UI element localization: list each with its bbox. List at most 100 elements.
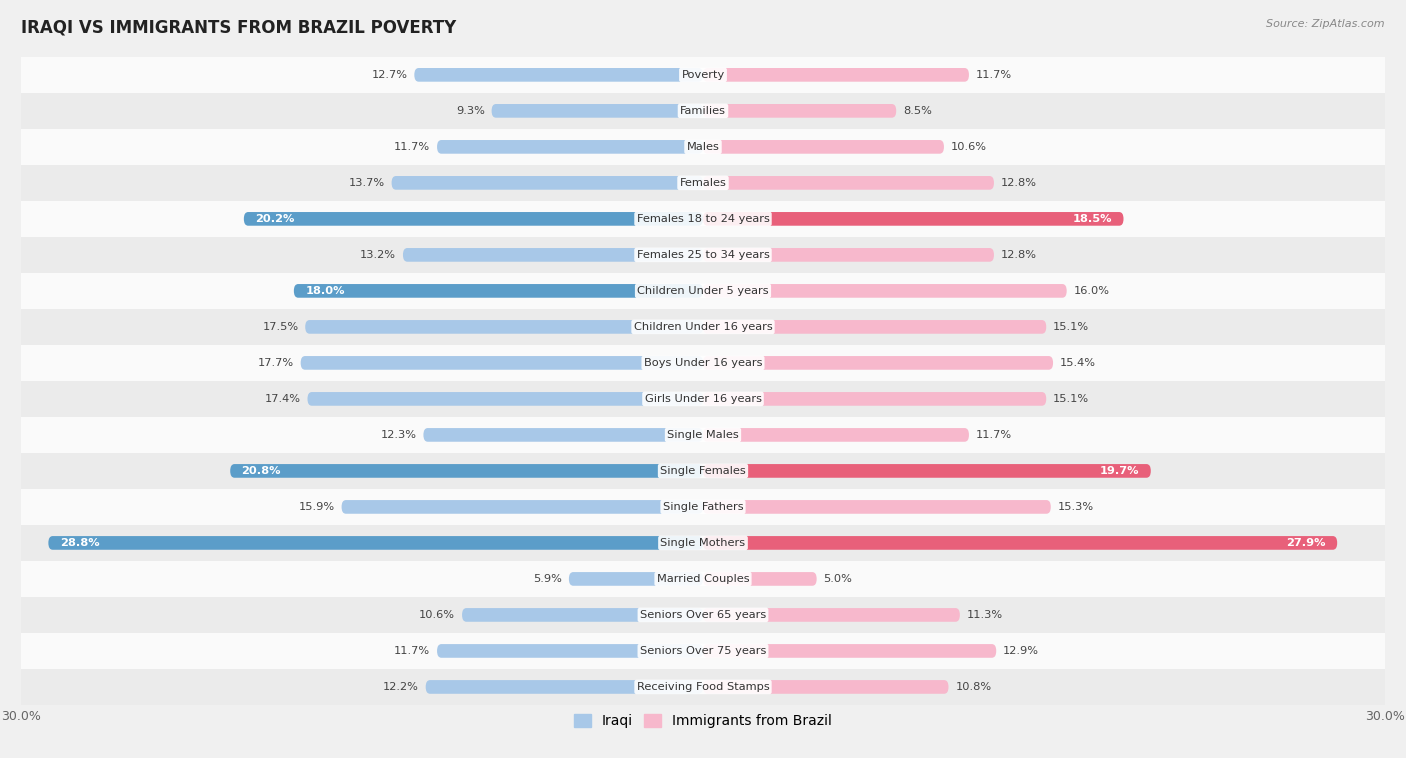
FancyBboxPatch shape: [703, 140, 943, 154]
Text: 5.0%: 5.0%: [824, 574, 852, 584]
Text: Boys Under 16 years: Boys Under 16 years: [644, 358, 762, 368]
FancyBboxPatch shape: [308, 392, 703, 406]
Text: Single Males: Single Males: [666, 430, 740, 440]
FancyBboxPatch shape: [301, 356, 703, 370]
Text: 8.5%: 8.5%: [903, 106, 932, 116]
Text: 18.5%: 18.5%: [1073, 214, 1112, 224]
Bar: [21, 165, 1385, 201]
Text: 11.7%: 11.7%: [394, 646, 430, 656]
Bar: [21, 129, 1385, 165]
Text: Families: Families: [681, 106, 725, 116]
Text: Single Females: Single Females: [661, 466, 745, 476]
FancyBboxPatch shape: [426, 680, 703, 694]
FancyBboxPatch shape: [569, 572, 703, 586]
FancyBboxPatch shape: [703, 464, 1150, 478]
Text: Females 18 to 24 years: Females 18 to 24 years: [637, 214, 769, 224]
Text: 11.7%: 11.7%: [976, 70, 1012, 80]
Text: Single Fathers: Single Fathers: [662, 502, 744, 512]
Bar: [21, 417, 1385, 453]
FancyBboxPatch shape: [703, 248, 994, 262]
Text: Source: ZipAtlas.com: Source: ZipAtlas.com: [1267, 19, 1385, 29]
Text: 15.9%: 15.9%: [298, 502, 335, 512]
Bar: [21, 273, 1385, 309]
Text: 12.7%: 12.7%: [371, 70, 408, 80]
FancyBboxPatch shape: [415, 68, 703, 82]
Text: Females: Females: [679, 178, 727, 188]
Text: 16.0%: 16.0%: [1074, 286, 1109, 296]
FancyBboxPatch shape: [703, 356, 1053, 370]
Text: 20.2%: 20.2%: [256, 214, 295, 224]
Text: 11.7%: 11.7%: [394, 142, 430, 152]
Text: Single Mothers: Single Mothers: [661, 538, 745, 548]
Text: 15.3%: 15.3%: [1057, 502, 1094, 512]
Text: 19.7%: 19.7%: [1099, 466, 1139, 476]
Text: IRAQI VS IMMIGRANTS FROM BRAZIL POVERTY: IRAQI VS IMMIGRANTS FROM BRAZIL POVERTY: [21, 19, 457, 37]
Text: Males: Males: [686, 142, 720, 152]
Bar: [21, 489, 1385, 525]
Text: 18.0%: 18.0%: [305, 286, 344, 296]
Bar: [21, 453, 1385, 489]
Text: 12.8%: 12.8%: [1001, 250, 1036, 260]
FancyBboxPatch shape: [703, 284, 1067, 298]
Text: 27.9%: 27.9%: [1286, 538, 1326, 548]
Bar: [21, 669, 1385, 705]
FancyBboxPatch shape: [703, 68, 969, 82]
Bar: [21, 345, 1385, 381]
Text: 28.8%: 28.8%: [59, 538, 100, 548]
FancyBboxPatch shape: [294, 284, 703, 298]
Bar: [21, 57, 1385, 93]
FancyBboxPatch shape: [703, 212, 1123, 226]
Text: Married Couples: Married Couples: [657, 574, 749, 584]
Text: 9.3%: 9.3%: [456, 106, 485, 116]
FancyBboxPatch shape: [703, 428, 969, 442]
FancyBboxPatch shape: [423, 428, 703, 442]
Text: 5.9%: 5.9%: [533, 574, 562, 584]
Bar: [21, 525, 1385, 561]
Bar: [21, 201, 1385, 237]
Text: 15.1%: 15.1%: [1053, 394, 1090, 404]
Text: Seniors Over 75 years: Seniors Over 75 years: [640, 646, 766, 656]
Text: 10.6%: 10.6%: [419, 610, 456, 620]
Text: 17.4%: 17.4%: [264, 394, 301, 404]
FancyBboxPatch shape: [703, 104, 896, 117]
FancyBboxPatch shape: [463, 608, 703, 622]
Text: Children Under 5 years: Children Under 5 years: [637, 286, 769, 296]
Text: 12.8%: 12.8%: [1001, 178, 1036, 188]
FancyBboxPatch shape: [305, 320, 703, 334]
FancyBboxPatch shape: [703, 392, 1046, 406]
Bar: [21, 561, 1385, 597]
Text: Girls Under 16 years: Girls Under 16 years: [644, 394, 762, 404]
Text: 11.3%: 11.3%: [967, 610, 1002, 620]
Text: 15.4%: 15.4%: [1060, 358, 1095, 368]
Text: 20.8%: 20.8%: [242, 466, 281, 476]
Text: 10.6%: 10.6%: [950, 142, 987, 152]
FancyBboxPatch shape: [703, 176, 994, 190]
FancyBboxPatch shape: [231, 464, 703, 478]
Text: 12.3%: 12.3%: [381, 430, 416, 440]
FancyBboxPatch shape: [404, 248, 703, 262]
FancyBboxPatch shape: [437, 644, 703, 658]
FancyBboxPatch shape: [342, 500, 703, 514]
Bar: [21, 309, 1385, 345]
Text: 17.7%: 17.7%: [257, 358, 294, 368]
FancyBboxPatch shape: [492, 104, 703, 117]
FancyBboxPatch shape: [703, 572, 817, 586]
Text: Receiving Food Stamps: Receiving Food Stamps: [637, 682, 769, 692]
Legend: Iraqi, Immigrants from Brazil: Iraqi, Immigrants from Brazil: [568, 709, 838, 734]
Bar: [21, 236, 1385, 273]
FancyBboxPatch shape: [703, 680, 949, 694]
Bar: [21, 381, 1385, 417]
FancyBboxPatch shape: [703, 536, 1337, 550]
Text: 11.7%: 11.7%: [976, 430, 1012, 440]
Bar: [21, 633, 1385, 669]
Text: 13.7%: 13.7%: [349, 178, 385, 188]
Text: Females 25 to 34 years: Females 25 to 34 years: [637, 250, 769, 260]
Bar: [21, 93, 1385, 129]
FancyBboxPatch shape: [703, 644, 997, 658]
FancyBboxPatch shape: [703, 320, 1046, 334]
Text: 12.9%: 12.9%: [1002, 646, 1039, 656]
FancyBboxPatch shape: [243, 212, 703, 226]
FancyBboxPatch shape: [437, 140, 703, 154]
FancyBboxPatch shape: [703, 608, 960, 622]
FancyBboxPatch shape: [392, 176, 703, 190]
